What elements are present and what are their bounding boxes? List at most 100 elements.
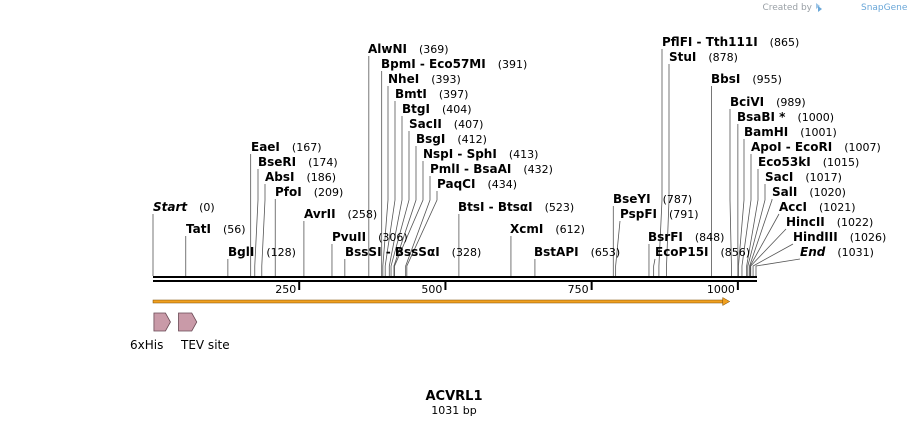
site-position: (955)	[752, 73, 782, 86]
axis-ticks: 250 500 750 1000	[275, 282, 739, 296]
leader-nspi-sphi	[394, 161, 424, 276]
feature-label: TEV site	[180, 338, 230, 352]
leader-bamhi	[738, 139, 745, 276]
site-position: (612)	[555, 223, 585, 236]
tick-label-750: 750	[568, 283, 589, 296]
site-name: BsgI	[416, 132, 445, 146]
site-name: BstAPI	[534, 245, 579, 259]
leader-stui	[666, 64, 670, 276]
leader-pspfi	[615, 220, 621, 276]
site-position: (653)	[591, 246, 621, 259]
site-position: (1001)	[800, 126, 837, 139]
site-bcivi: BciVI (989)	[730, 95, 806, 109]
site-position: (412)	[457, 133, 487, 146]
site-position: (209)	[314, 186, 344, 199]
site-name: AvrII	[304, 207, 336, 221]
site-xcmi: XcmI (612)	[510, 222, 585, 236]
site-bseri: BseRI (174)	[258, 155, 338, 169]
site-name: SacII	[409, 117, 442, 131]
leader-bsgi	[393, 146, 417, 276]
site-position: (1021)	[819, 201, 856, 214]
site-name: BseYI	[613, 192, 651, 206]
leader-paqci	[406, 191, 438, 276]
feature-arrow	[153, 312, 171, 332]
leader-bseri	[254, 169, 259, 276]
site-position: (328)	[452, 246, 482, 259]
site-name: PmlI - BsaAI	[430, 162, 511, 176]
site-bgli: BglI (128)	[228, 245, 296, 259]
leader-eco53ki	[746, 169, 759, 276]
site-nhei: NheI (393)	[388, 72, 461, 86]
site-name: BsrFI	[648, 230, 683, 244]
credit-brand: SnapGene	[861, 3, 908, 13]
site-position: (434)	[487, 178, 517, 191]
sequence-backbone	[153, 276, 757, 282]
site-nspi-sphi: NspI - SphI (413)	[423, 147, 538, 161]
site-bsabi: BsaBI * (1000)	[737, 110, 834, 124]
site-apoi-ecori: ApoI - EcoRI (1007)	[751, 140, 881, 154]
site-name: StuI	[669, 50, 696, 64]
site-position: (1015)	[823, 156, 860, 169]
site-bsgi: BsgI (412)	[416, 132, 487, 146]
site-name: SalI	[772, 185, 797, 199]
site-name: AlwNI	[368, 42, 407, 56]
site-bbsi: BbsI (955)	[711, 72, 782, 86]
leader-end	[755, 258, 801, 276]
orf-arrowhead	[722, 297, 731, 306]
feature-tev-site: TEV site	[178, 312, 230, 352]
leader-nhei	[382, 86, 389, 276]
site-position: (1017)	[805, 171, 842, 184]
site-position: (1000)	[797, 111, 834, 124]
leader-bcivi	[729, 109, 732, 276]
site-name: PvuII	[332, 230, 366, 244]
sequence-length: 1031 bp	[431, 404, 476, 417]
site-bsrfi: BsrFI (848)	[648, 230, 724, 244]
feature-label: 6xHis	[130, 338, 163, 352]
leader-sacii	[390, 131, 410, 276]
leader-acci	[749, 213, 780, 276]
site-bseyi: BseYI (787)	[613, 192, 692, 206]
site-position: (391)	[498, 58, 528, 71]
site-position: (393)	[431, 73, 461, 86]
site-end: End (1031)	[800, 245, 874, 259]
feature-6xhis: 6xHis	[130, 312, 171, 352]
site-position: (1020)	[809, 186, 846, 199]
site-leader-lines	[152, 49, 801, 276]
site-alwni: AlwNI (369)	[368, 42, 449, 56]
site-name: NheI	[388, 72, 419, 86]
site-name: BbsI	[711, 72, 740, 86]
site-stui: StuI (878)	[669, 50, 738, 64]
tick-label-1000: 1000	[707, 283, 735, 296]
restriction-sites: Start (0) TatI (56) BglI (128) EaeI (167)BseRI (…	[153, 35, 886, 259]
site-tati: TatI (56)	[186, 222, 246, 236]
site-eaei: EaeI (167)	[251, 140, 322, 154]
snapgene-credit: Created by SnapGene	[762, 3, 908, 13]
site-name: BamHI	[744, 125, 788, 139]
site-position: (523)	[545, 201, 575, 214]
site-position: (856)	[721, 246, 751, 259]
site-position: (878)	[708, 51, 738, 64]
site-position: (407)	[454, 118, 484, 131]
site-position: (787)	[663, 193, 693, 206]
site-position: (848)	[695, 231, 725, 244]
site-start: Start (0)	[153, 200, 215, 214]
site-avrii: AvrII (258)	[304, 207, 377, 221]
leader-absi	[261, 184, 266, 276]
leader-ecop15i	[653, 258, 656, 276]
leader-pflfi-tth111i	[658, 49, 663, 276]
site-name: BmtI	[395, 87, 427, 101]
site-name: HincII	[786, 215, 825, 229]
site-name: HindIII	[793, 230, 838, 244]
site-position: (306)	[378, 231, 408, 244]
site-position: (1007)	[844, 141, 881, 154]
site-pflfi-tth111i: PflFI - Tth111I (865)	[662, 35, 799, 49]
site-name: BsaBI *	[737, 110, 786, 124]
site-position: (397)	[439, 88, 469, 101]
backbone-top-strand	[153, 276, 757, 278]
site-position: (128)	[266, 246, 296, 259]
site-pmli-bsaai: PmlI - BsaAI (432)	[430, 162, 553, 176]
leader-pmli-bsaai	[405, 176, 431, 276]
site-position: (1022)	[837, 216, 874, 229]
leader-saci	[747, 184, 766, 276]
